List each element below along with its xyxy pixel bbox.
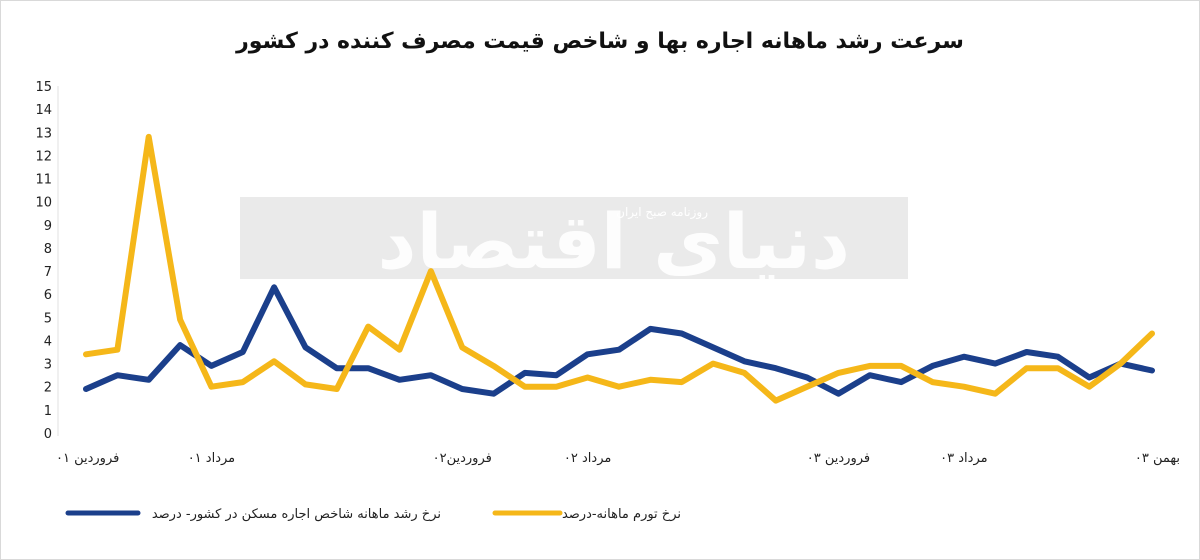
y-tick-label: 0 <box>44 427 52 442</box>
chart-title: سرعت رشد ماهانه اجاره بها و شاخص قیمت مص… <box>235 29 964 54</box>
legend-label-rent: نرخ رشد ماهانه شاخص اجاره مسکن در کشور- … <box>152 507 441 522</box>
y-tick-label: 5 <box>44 311 52 326</box>
y-tick-label: 2 <box>44 381 52 396</box>
y-tick-label: 3 <box>44 358 52 373</box>
y-tick-label: 12 <box>35 149 52 164</box>
x-tick-label: مرداد ۰۳ <box>940 451 987 466</box>
x-tick-label: مرداد ۰۲ <box>564 451 611 466</box>
y-tick-label: 14 <box>35 103 52 118</box>
y-tick-label: 7 <box>44 265 52 280</box>
y-tick-label: 6 <box>44 288 52 303</box>
y-tick-label: 11 <box>35 173 52 188</box>
x-tick-label: فروردین۰۲ <box>433 451 492 466</box>
y-tick-label: 1 <box>44 404 52 419</box>
watermark-main: دنیای اقتصاد <box>378 197 850 286</box>
y-tick-label: 10 <box>35 196 52 211</box>
y-tick-label: 9 <box>44 219 52 234</box>
x-tick-label: فروردین ۰۳ <box>807 451 870 466</box>
x-tick-label: بهمن ۰۳ <box>1135 451 1180 466</box>
legend: نرخ رشد ماهانه شاخص اجاره مسکن در کشور- … <box>65 507 681 522</box>
watermark-sub: روزنامه صبح ایران <box>616 205 708 220</box>
legend-label-inflation: نرخ تورم ماهانه-درصد <box>562 507 681 522</box>
series-lines <box>83 133 1155 404</box>
x-tick-labels: فروردین ۰۱ مرداد ۰۱ فروردین۰۲ مرداد ۰۲ فرورد… <box>56 451 1180 466</box>
y-tick-label: 8 <box>44 242 52 257</box>
y-tick-label: 15 <box>35 80 52 95</box>
watermark-band <box>240 197 908 279</box>
y-tick-label: 13 <box>35 126 52 141</box>
x-tick-label: فروردین ۰۱ <box>56 451 119 466</box>
x-tick-label: مرداد ۰۱ <box>188 451 235 466</box>
y-tick-label: 4 <box>44 334 52 349</box>
